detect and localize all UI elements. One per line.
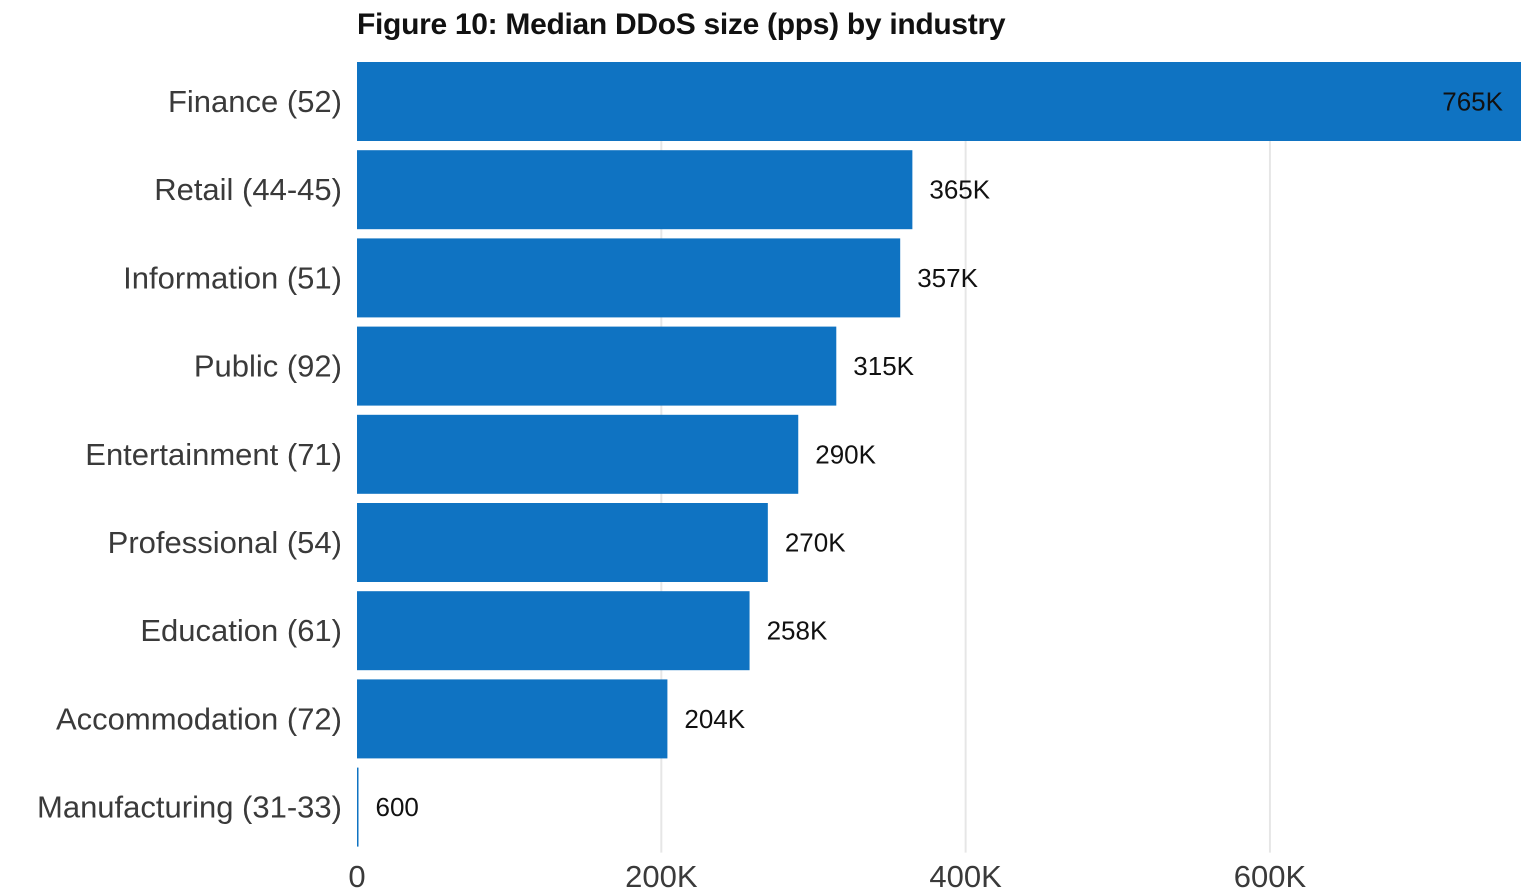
bars bbox=[357, 62, 1521, 847]
bar bbox=[357, 679, 668, 759]
x-tick-label: 400K bbox=[929, 859, 1002, 892]
bar bbox=[357, 414, 799, 494]
data-label: 315K bbox=[853, 351, 914, 381]
bar bbox=[357, 503, 768, 582]
labels: Finance (52) 765K Retail (44-45) 365K Inform… bbox=[37, 84, 1504, 892]
x-tick-label: 600K bbox=[1234, 859, 1307, 892]
category-label: Education (61) bbox=[140, 613, 342, 648]
data-label: 270K bbox=[785, 528, 846, 558]
category-label: Public (92) bbox=[194, 349, 342, 384]
x-tick-label: 200K bbox=[625, 859, 698, 892]
category-label: Entertainment (71) bbox=[85, 437, 342, 472]
data-label: 290K bbox=[815, 439, 876, 469]
bar bbox=[357, 150, 913, 230]
bar bbox=[357, 767, 359, 847]
data-label: 600 bbox=[376, 792, 419, 822]
bar bbox=[357, 591, 750, 671]
bar bbox=[357, 326, 837, 406]
category-label: Professional (54) bbox=[108, 525, 342, 560]
data-label: 765K bbox=[1442, 87, 1503, 117]
category-label: Information (51) bbox=[123, 260, 342, 295]
data-label: 357K bbox=[917, 263, 978, 293]
data-label: 365K bbox=[929, 175, 990, 205]
category-label: Manufacturing (31-33) bbox=[37, 790, 342, 825]
data-label: 258K bbox=[767, 616, 828, 646]
category-label: Accommodation (72) bbox=[56, 701, 342, 736]
bar bbox=[357, 62, 1521, 141]
chart-title: Figure 10: Median DDoS size (pps) by ind… bbox=[357, 8, 1006, 41]
category-label: Retail (44-45) bbox=[154, 172, 342, 207]
bar bbox=[357, 238, 901, 318]
data-label: 204K bbox=[684, 704, 745, 734]
category-label: Finance (52) bbox=[168, 84, 342, 119]
x-tick-label: 0 bbox=[348, 859, 365, 892]
